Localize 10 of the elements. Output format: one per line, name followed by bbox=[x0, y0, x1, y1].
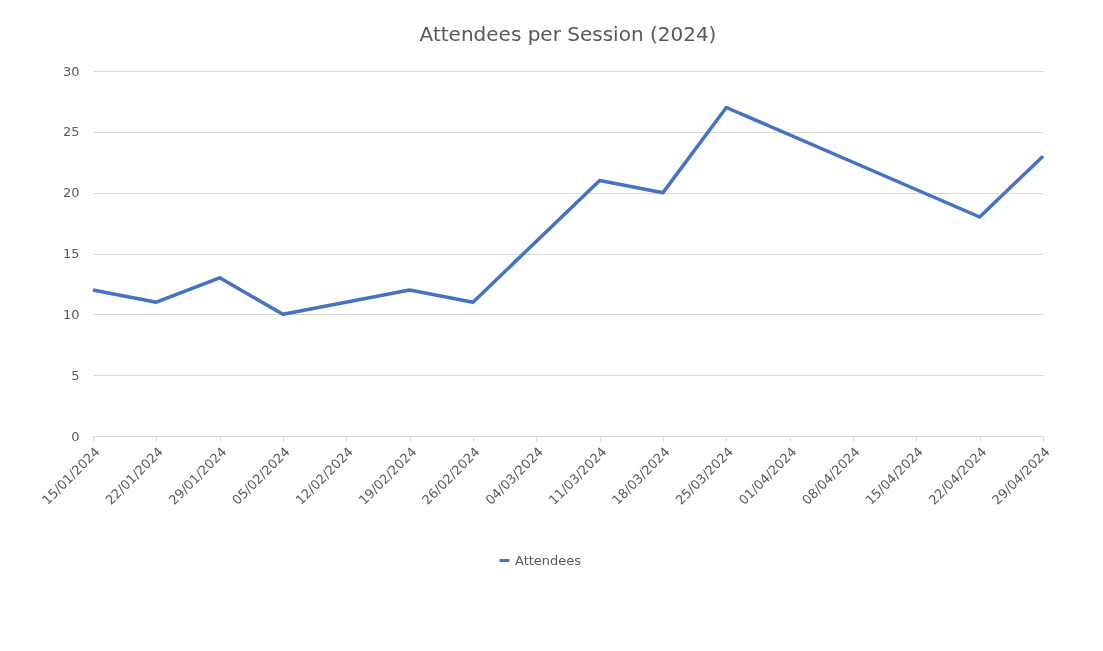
y-tick-label: 15 bbox=[62, 246, 80, 261]
y-tick-label: 5 bbox=[71, 367, 80, 383]
legend-label: Attendees bbox=[515, 552, 582, 568]
line-series bbox=[91, 105, 1045, 317]
y-tick-label: 20 bbox=[62, 185, 80, 201]
y-tick-label: 0 bbox=[71, 428, 80, 444]
y-tick-label: 10 bbox=[62, 306, 80, 322]
y-tick-label: 25 bbox=[62, 124, 80, 140]
chart-title: Attendees per Session (2024) bbox=[419, 22, 717, 46]
y-tick-label: 30 bbox=[62, 63, 80, 79]
